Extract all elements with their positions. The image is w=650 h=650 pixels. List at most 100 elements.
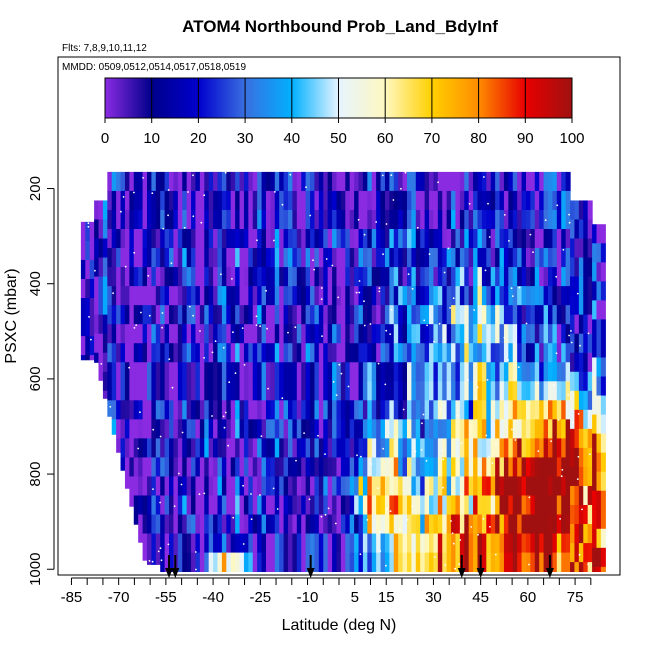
heatmap-cell bbox=[107, 267, 113, 287]
heatmap-cell bbox=[578, 390, 584, 411]
heatmap-cell bbox=[327, 533, 333, 553]
heatmap-cell bbox=[257, 305, 263, 325]
heatmap-cell bbox=[468, 305, 474, 325]
heatmap-cell bbox=[380, 343, 386, 363]
heatmap-cell bbox=[169, 343, 175, 363]
heatmap-cell bbox=[279, 286, 285, 306]
heatmap-cell bbox=[279, 457, 285, 477]
heatmap-cell bbox=[288, 362, 294, 382]
heatmap-cell bbox=[111, 190, 117, 211]
heatmap-cell bbox=[274, 400, 280, 420]
heatmap-cell bbox=[384, 209, 390, 230]
heatmap-cell bbox=[274, 343, 280, 363]
heatmap-cell bbox=[116, 419, 122, 439]
heatmap-cell bbox=[292, 190, 298, 211]
heatmap-cell bbox=[274, 209, 280, 230]
track-point bbox=[295, 459, 297, 462]
heatmap-cell bbox=[305, 495, 311, 515]
heatmap-cell bbox=[279, 171, 285, 192]
heatmap-cell bbox=[473, 514, 479, 534]
heatmap-cell bbox=[415, 438, 421, 458]
heatmap-cell bbox=[512, 495, 518, 515]
heatmap-cell bbox=[565, 457, 571, 477]
heatmap-cell bbox=[490, 229, 496, 249]
heatmap-cell bbox=[521, 514, 527, 534]
heatmap-cell bbox=[592, 395, 598, 415]
heatmap-cell bbox=[182, 171, 188, 192]
heatmap-cell bbox=[129, 457, 135, 477]
heatmap-cell bbox=[433, 476, 439, 496]
heatmap-cell bbox=[384, 476, 390, 496]
heatmap-cell bbox=[146, 495, 152, 515]
heatmap-cell bbox=[221, 171, 227, 192]
heatmap-cell bbox=[464, 229, 470, 249]
heatmap-cell bbox=[283, 190, 289, 211]
heatmap-cell bbox=[406, 438, 412, 458]
heatmap-cell bbox=[151, 171, 157, 192]
heatmap-cell bbox=[376, 362, 382, 382]
heatmap-cell bbox=[420, 324, 426, 344]
heatmap-cell bbox=[98, 352, 104, 373]
heatmap-cell bbox=[301, 495, 307, 515]
heatmap-cell bbox=[124, 343, 130, 363]
heatmap-cell bbox=[442, 190, 448, 211]
heatmap-cell bbox=[556, 286, 562, 306]
heatmap-cell bbox=[552, 457, 558, 477]
heatmap-cell bbox=[301, 190, 307, 211]
heatmap-cell bbox=[151, 533, 157, 553]
heatmap-cell bbox=[265, 209, 271, 230]
heatmap-cell bbox=[160, 438, 166, 458]
heatmap-cell bbox=[173, 362, 179, 382]
heatmap-cell bbox=[138, 305, 144, 325]
heatmap-cell bbox=[217, 495, 223, 515]
heatmap-cell bbox=[217, 171, 223, 192]
heatmap-cell bbox=[310, 514, 316, 534]
heatmap-cell bbox=[512, 248, 518, 268]
heatmap-cell bbox=[415, 419, 421, 439]
heatmap-cell bbox=[393, 324, 399, 344]
heatmap-cell bbox=[574, 257, 580, 277]
heatmap-cell bbox=[552, 362, 558, 382]
heatmap-cell bbox=[349, 324, 355, 344]
track-point bbox=[211, 415, 213, 417]
heatmap-cell bbox=[116, 171, 122, 192]
heatmap-cell bbox=[252, 419, 258, 439]
colorbar-tick-label: 70 bbox=[424, 130, 441, 147]
heatmap-cell bbox=[305, 305, 311, 325]
heatmap-cell bbox=[199, 514, 205, 534]
heatmap-cell bbox=[429, 267, 435, 287]
heatmap-cell bbox=[415, 457, 421, 477]
heatmap-cell bbox=[160, 248, 166, 268]
heatmap-cell bbox=[208, 305, 214, 325]
heatmap-cell bbox=[191, 171, 197, 192]
heatmap-cell bbox=[420, 267, 426, 287]
heatmap-cell bbox=[323, 457, 329, 477]
heatmap-cell bbox=[548, 209, 554, 230]
heatmap-cell bbox=[490, 324, 496, 344]
colorbar-tick-label: 20 bbox=[190, 130, 207, 147]
heatmap-cell bbox=[420, 171, 426, 192]
heatmap-cell bbox=[477, 457, 483, 477]
y-axis-label: PSXC (mbar) bbox=[3, 268, 20, 363]
heatmap-cell bbox=[525, 171, 531, 192]
heatmap-cell bbox=[473, 209, 479, 230]
heatmap-cell bbox=[539, 267, 545, 287]
heatmap-cell bbox=[129, 286, 135, 306]
heatmap-cell bbox=[124, 419, 130, 439]
heatmap-cell bbox=[349, 400, 355, 420]
heatmap-cell bbox=[340, 400, 346, 420]
heatmap-cell bbox=[195, 343, 201, 363]
heatmap-cell bbox=[600, 566, 606, 573]
heatmap-cell bbox=[80, 355, 86, 361]
heatmap-cell bbox=[191, 514, 197, 534]
heatmap-cell bbox=[160, 343, 166, 363]
heatmap-cell bbox=[367, 343, 373, 363]
heatmap-cell bbox=[164, 514, 170, 534]
heatmap-cell bbox=[468, 209, 474, 230]
heatmap-cell bbox=[138, 495, 144, 515]
heatmap-cell bbox=[415, 552, 421, 573]
track-point bbox=[198, 493, 201, 496]
heatmap-cell bbox=[248, 343, 254, 363]
track-point bbox=[404, 171, 407, 174]
heatmap-cell bbox=[446, 286, 452, 306]
